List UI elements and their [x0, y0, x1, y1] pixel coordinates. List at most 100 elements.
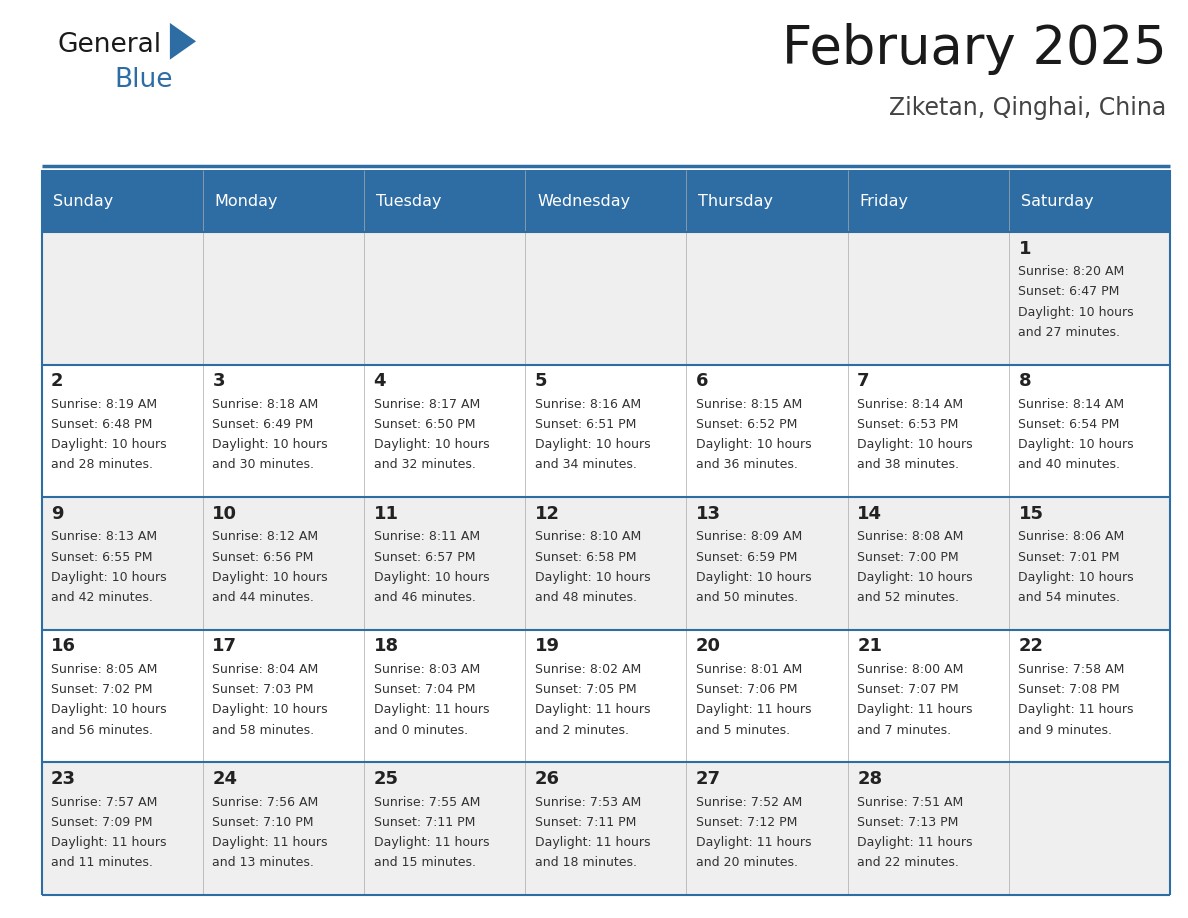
Text: Daylight: 10 hours: Daylight: 10 hours — [51, 571, 166, 584]
Text: 5: 5 — [535, 372, 548, 390]
Text: Sunrise: 8:05 AM: Sunrise: 8:05 AM — [51, 663, 158, 676]
Bar — [1009, 630, 1170, 763]
Bar — [42, 232, 203, 364]
Bar — [525, 763, 687, 895]
Text: Sunset: 7:01 PM: Sunset: 7:01 PM — [1018, 551, 1120, 564]
Bar — [364, 170, 525, 232]
Bar — [525, 170, 687, 232]
Text: Sunset: 6:58 PM: Sunset: 6:58 PM — [535, 551, 637, 564]
Text: Sunrise: 8:01 AM: Sunrise: 8:01 AM — [696, 663, 802, 676]
Text: Daylight: 10 hours: Daylight: 10 hours — [51, 703, 166, 716]
Text: Sunrise: 8:10 AM: Sunrise: 8:10 AM — [535, 531, 642, 543]
Text: and 13 minutes.: and 13 minutes. — [213, 856, 314, 869]
Text: Sunrise: 8:11 AM: Sunrise: 8:11 AM — [373, 531, 480, 543]
Text: 17: 17 — [213, 637, 238, 655]
Bar — [203, 364, 364, 498]
Text: 15: 15 — [1018, 505, 1043, 522]
Bar — [42, 498, 203, 630]
Text: and 40 minutes.: and 40 minutes. — [1018, 458, 1120, 472]
Text: Daylight: 11 hours: Daylight: 11 hours — [213, 836, 328, 849]
Bar — [1009, 170, 1170, 232]
Text: Daylight: 11 hours: Daylight: 11 hours — [51, 836, 166, 849]
Text: Sunset: 7:00 PM: Sunset: 7:00 PM — [858, 551, 959, 564]
Bar — [203, 232, 364, 364]
Text: Sunset: 7:06 PM: Sunset: 7:06 PM — [696, 683, 797, 696]
Text: Daylight: 10 hours: Daylight: 10 hours — [858, 571, 973, 584]
Text: Sunset: 7:07 PM: Sunset: 7:07 PM — [858, 683, 959, 696]
Text: Sunrise: 8:03 AM: Sunrise: 8:03 AM — [373, 663, 480, 676]
Text: Sunrise: 8:04 AM: Sunrise: 8:04 AM — [213, 663, 318, 676]
Text: Sunrise: 7:51 AM: Sunrise: 7:51 AM — [858, 796, 963, 809]
Bar — [687, 364, 848, 498]
Text: Saturday: Saturday — [1020, 194, 1093, 208]
Text: Friday: Friday — [860, 194, 909, 208]
Text: Sunset: 6:59 PM: Sunset: 6:59 PM — [696, 551, 797, 564]
Text: Sunrise: 8:09 AM: Sunrise: 8:09 AM — [696, 531, 802, 543]
Text: Blue: Blue — [114, 67, 172, 93]
Bar — [203, 630, 364, 763]
Bar — [364, 498, 525, 630]
Text: and 42 minutes.: and 42 minutes. — [51, 591, 153, 604]
Bar — [687, 498, 848, 630]
Bar — [42, 170, 203, 232]
Text: Sunrise: 7:52 AM: Sunrise: 7:52 AM — [696, 796, 802, 809]
Text: Sunrise: 8:13 AM: Sunrise: 8:13 AM — [51, 531, 157, 543]
Text: and 27 minutes.: and 27 minutes. — [1018, 326, 1120, 339]
Text: and 9 minutes.: and 9 minutes. — [1018, 723, 1112, 736]
Text: Sunset: 6:48 PM: Sunset: 6:48 PM — [51, 418, 152, 431]
Text: Thursday: Thursday — [699, 194, 773, 208]
Text: and 30 minutes.: and 30 minutes. — [213, 458, 315, 472]
Text: Sunset: 6:55 PM: Sunset: 6:55 PM — [51, 551, 152, 564]
Bar — [687, 170, 848, 232]
Bar — [1009, 498, 1170, 630]
Text: Daylight: 10 hours: Daylight: 10 hours — [1018, 571, 1135, 584]
Text: 4: 4 — [373, 372, 386, 390]
Text: and 18 minutes.: and 18 minutes. — [535, 856, 637, 869]
Text: 2: 2 — [51, 372, 64, 390]
Text: Wednesday: Wednesday — [537, 194, 631, 208]
Text: Daylight: 10 hours: Daylight: 10 hours — [858, 438, 973, 452]
Text: Sunrise: 7:57 AM: Sunrise: 7:57 AM — [51, 796, 158, 809]
Bar — [1009, 232, 1170, 364]
Text: and 56 minutes.: and 56 minutes. — [51, 723, 153, 736]
Text: 14: 14 — [858, 505, 883, 522]
Text: Daylight: 10 hours: Daylight: 10 hours — [535, 438, 650, 452]
Bar — [203, 498, 364, 630]
Text: Daylight: 11 hours: Daylight: 11 hours — [696, 703, 811, 716]
Bar — [42, 630, 203, 763]
Text: and 7 minutes.: and 7 minutes. — [858, 723, 952, 736]
Text: 10: 10 — [213, 505, 238, 522]
Text: and 2 minutes.: and 2 minutes. — [535, 723, 628, 736]
Text: Ziketan, Qinghai, China: Ziketan, Qinghai, China — [890, 96, 1167, 120]
Text: Sunrise: 8:17 AM: Sunrise: 8:17 AM — [373, 397, 480, 411]
Text: Sunrise: 8:06 AM: Sunrise: 8:06 AM — [1018, 531, 1125, 543]
Text: Daylight: 11 hours: Daylight: 11 hours — [858, 703, 973, 716]
Text: Tuesday: Tuesday — [375, 194, 442, 208]
Text: Sunrise: 7:56 AM: Sunrise: 7:56 AM — [213, 796, 318, 809]
Text: Sunrise: 7:58 AM: Sunrise: 7:58 AM — [1018, 663, 1125, 676]
Bar — [525, 364, 687, 498]
Text: 1: 1 — [1018, 240, 1031, 258]
Text: Daylight: 10 hours: Daylight: 10 hours — [373, 438, 489, 452]
Text: and 58 minutes.: and 58 minutes. — [213, 723, 315, 736]
Text: Sunset: 6:47 PM: Sunset: 6:47 PM — [1018, 285, 1120, 298]
Bar — [42, 364, 203, 498]
Text: and 22 minutes.: and 22 minutes. — [858, 856, 959, 869]
Text: Sunset: 7:11 PM: Sunset: 7:11 PM — [535, 816, 636, 829]
Text: Sunset: 7:09 PM: Sunset: 7:09 PM — [51, 816, 152, 829]
Text: 6: 6 — [696, 372, 708, 390]
Text: Sunset: 6:56 PM: Sunset: 6:56 PM — [213, 551, 314, 564]
Bar — [525, 630, 687, 763]
Text: and 48 minutes.: and 48 minutes. — [535, 591, 637, 604]
Text: Daylight: 11 hours: Daylight: 11 hours — [535, 703, 650, 716]
Text: and 44 minutes.: and 44 minutes. — [213, 591, 314, 604]
Text: Sunset: 7:05 PM: Sunset: 7:05 PM — [535, 683, 637, 696]
Bar — [848, 364, 1009, 498]
Text: and 11 minutes.: and 11 minutes. — [51, 856, 153, 869]
Bar — [848, 763, 1009, 895]
Text: February 2025: February 2025 — [782, 23, 1167, 75]
Text: and 38 minutes.: and 38 minutes. — [858, 458, 959, 472]
Text: Daylight: 10 hours: Daylight: 10 hours — [213, 571, 328, 584]
Text: Sunset: 6:53 PM: Sunset: 6:53 PM — [858, 418, 959, 431]
Text: Daylight: 11 hours: Daylight: 11 hours — [858, 836, 973, 849]
